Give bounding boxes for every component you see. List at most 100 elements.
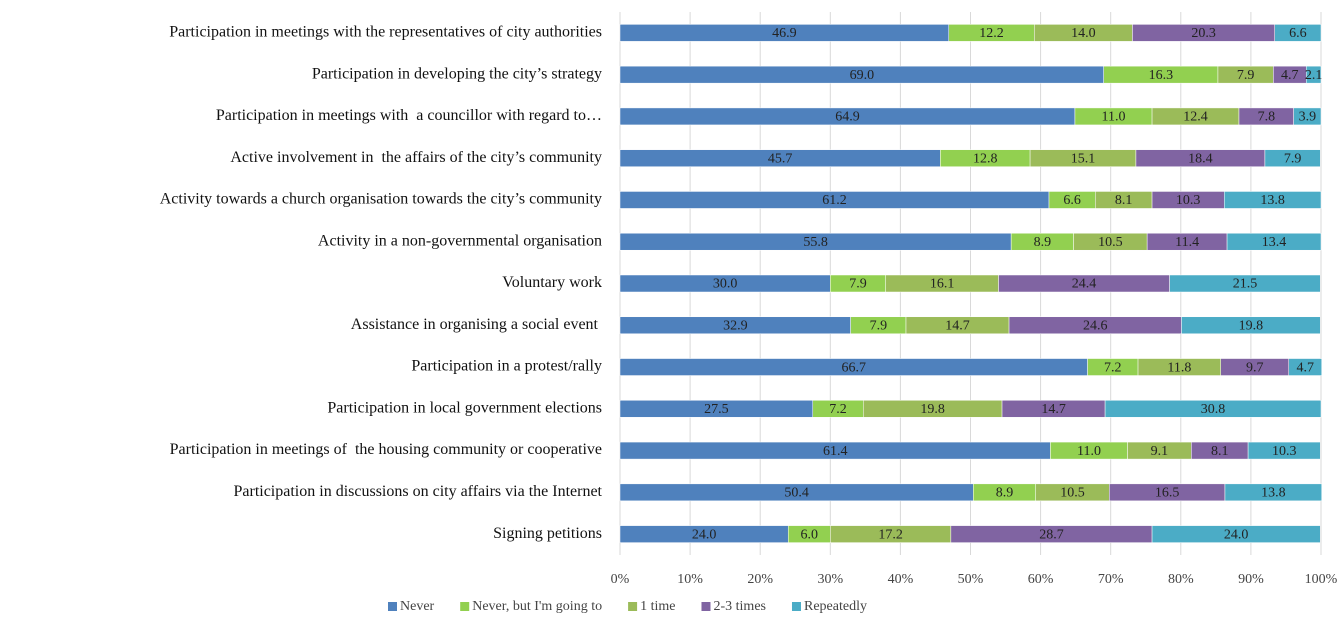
bar-segment xyxy=(1288,358,1322,376)
x-tick-label: 70% xyxy=(1098,572,1124,587)
y-tick-label: Participation in meetings of the housing… xyxy=(170,441,602,458)
data-label: 7.8 xyxy=(1258,110,1276,125)
data-label: 6.6 xyxy=(1289,26,1307,41)
data-label: 8.9 xyxy=(996,486,1014,501)
data-label: 9.7 xyxy=(1246,360,1264,375)
bar-segment xyxy=(1226,232,1322,251)
bar-segment xyxy=(1264,149,1321,167)
y-tick-label: Activity in a non-governmental organisat… xyxy=(318,232,602,249)
legend-label: Repeatedly xyxy=(804,599,867,614)
x-tick-label: 20% xyxy=(747,572,773,587)
data-label: 8.1 xyxy=(1211,444,1229,459)
y-tick-label: Participation in discussions on city aff… xyxy=(233,483,602,500)
y-tick-label: Participation in meetings with a council… xyxy=(216,107,602,124)
bar-segment xyxy=(1181,316,1321,335)
y-tick-label: Active involvement in the affairs of the… xyxy=(230,149,602,166)
data-label: 13.8 xyxy=(1260,193,1285,208)
data-label: 55.8 xyxy=(803,235,828,250)
y-tick-label: Assistance in organising a social event xyxy=(351,316,602,333)
x-tick-label: 50% xyxy=(958,572,984,587)
data-label: 20.3 xyxy=(1191,26,1216,41)
legend-label: Never, but I'm going to xyxy=(472,599,602,614)
y-tick-label: Activity towards a church organisation t… xyxy=(160,191,602,208)
data-label: 12.2 xyxy=(979,26,1004,41)
data-label: 12.4 xyxy=(1183,110,1208,125)
data-label: 14.7 xyxy=(1041,402,1066,417)
data-label: 21.5 xyxy=(1233,277,1258,292)
data-label: 11.0 xyxy=(1102,110,1126,125)
data-label: 30.8 xyxy=(1201,402,1226,417)
data-label: 7.2 xyxy=(1104,360,1122,375)
x-tick-label: 30% xyxy=(817,572,843,587)
legend-label: Never xyxy=(400,599,435,614)
data-label: 6.6 xyxy=(1063,193,1081,208)
y-tick-label: Participation in meetings with the repre… xyxy=(169,24,602,41)
bar-segment xyxy=(1151,525,1321,543)
data-label: 12.8 xyxy=(973,151,998,166)
bar-segment xyxy=(1247,441,1321,460)
data-label: 7.9 xyxy=(870,318,888,333)
data-label: 32.9 xyxy=(723,318,748,333)
data-label: 16.3 xyxy=(1149,68,1174,83)
x-tick-label: 0% xyxy=(611,572,630,587)
bar-segment xyxy=(1224,483,1322,502)
data-label: 24.4 xyxy=(1072,277,1097,292)
data-label: 7.9 xyxy=(849,277,867,292)
x-tick-label: 90% xyxy=(1238,572,1264,587)
legend-swatch xyxy=(791,602,801,611)
y-tick-label: Participation in developing the city’s s… xyxy=(312,65,602,82)
data-label: 15.1 xyxy=(1071,151,1096,166)
data-label: 7.9 xyxy=(1284,151,1302,166)
x-tick-label: 40% xyxy=(888,572,914,587)
bar-segment xyxy=(1224,191,1322,209)
data-label: 66.7 xyxy=(842,360,867,375)
data-label: 64.9 xyxy=(835,110,860,125)
data-label: 13.8 xyxy=(1261,486,1286,501)
data-label: 6.0 xyxy=(801,527,819,542)
bar-segment xyxy=(1169,274,1321,293)
data-label: 24.0 xyxy=(1224,527,1249,542)
legend-swatch xyxy=(628,602,638,611)
data-label: 27.5 xyxy=(704,402,729,417)
data-label: 14.7 xyxy=(945,318,970,333)
data-label: 10.5 xyxy=(1098,235,1123,250)
data-label: 4.7 xyxy=(1281,68,1299,83)
y-tick-label: Voluntary work xyxy=(502,274,602,291)
data-label: 18.4 xyxy=(1188,151,1213,166)
data-label: 14.0 xyxy=(1071,26,1096,41)
data-label: 11.8 xyxy=(1167,360,1191,375)
legend-swatch xyxy=(388,602,397,611)
data-label: 24.0 xyxy=(692,527,717,542)
legend-swatch xyxy=(701,602,711,611)
data-label: 30.0 xyxy=(713,277,738,292)
data-label: 8.1 xyxy=(1115,193,1133,208)
data-label: 10.3 xyxy=(1272,444,1297,459)
x-tick-label: 80% xyxy=(1168,572,1194,587)
y-tick-label: Signing petitions xyxy=(493,525,602,542)
data-label: 11.4 xyxy=(1175,235,1199,250)
legend-swatch xyxy=(460,602,470,611)
data-label: 19.8 xyxy=(1239,318,1264,333)
data-label: 16.5 xyxy=(1155,486,1180,501)
y-tick-label: Participation in a protest/rally xyxy=(411,358,602,375)
bar-segment xyxy=(1274,24,1322,42)
data-label: 28.7 xyxy=(1039,527,1064,542)
legend-label: 1 time xyxy=(640,599,675,614)
data-label: 17.2 xyxy=(878,527,903,542)
data-label: 13.4 xyxy=(1262,235,1287,250)
data-label: 50.4 xyxy=(784,486,809,501)
data-label: 7.9 xyxy=(1237,68,1255,83)
y-tick-label: Participation in local government electi… xyxy=(327,399,602,416)
data-label: 9.1 xyxy=(1151,444,1169,459)
bar-segment xyxy=(1293,107,1322,126)
data-label: 24.6 xyxy=(1083,318,1108,333)
data-label: 2.1 xyxy=(1305,68,1323,83)
x-tick-label: 100% xyxy=(1305,572,1338,587)
legend-label: 2-3 times xyxy=(713,599,766,614)
bar-segment xyxy=(1306,65,1322,84)
bar-segment xyxy=(1104,400,1322,418)
data-label: 16.1 xyxy=(930,277,955,292)
x-tick-label: 60% xyxy=(1028,572,1054,587)
data-label: 61.4 xyxy=(823,444,848,459)
